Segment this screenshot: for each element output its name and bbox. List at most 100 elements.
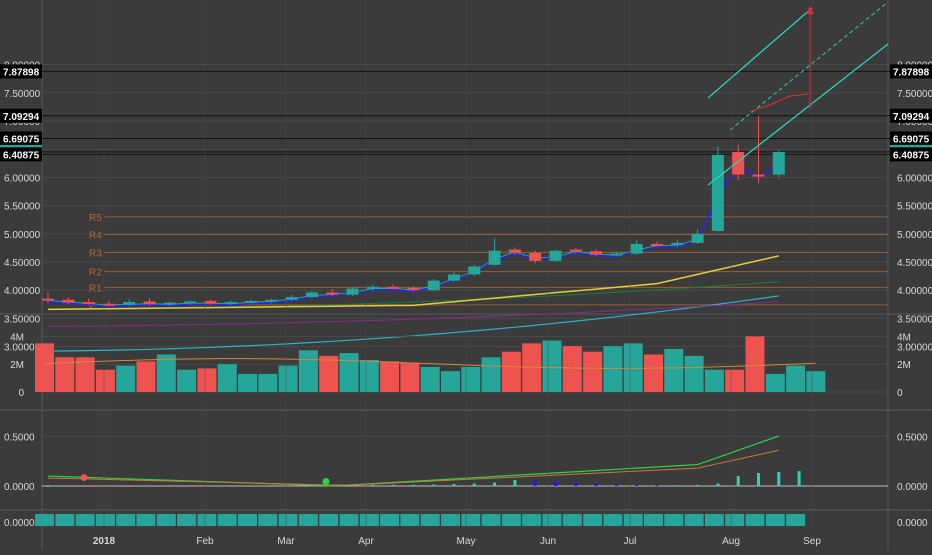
bottom-indicator-bar bbox=[765, 514, 785, 526]
volume-bar bbox=[603, 346, 623, 392]
price-tick-left: 5.00000 bbox=[4, 230, 41, 241]
bottom-indicator-bar bbox=[278, 514, 298, 526]
bottom-indicator-bar bbox=[501, 514, 521, 526]
time-tick: Aug bbox=[722, 536, 740, 547]
volume-bar bbox=[35, 343, 54, 392]
bottom-indicator-bar bbox=[603, 514, 623, 526]
bottom-indicator-bar bbox=[441, 514, 460, 526]
sma-yellow-line bbox=[47, 255, 779, 311]
bottom-indicator-bar bbox=[623, 514, 643, 526]
price-tag-right-label: 6.40875 bbox=[893, 150, 930, 161]
macd-histogram-bar bbox=[432, 484, 436, 486]
price-tick-left: 3.00000 bbox=[4, 343, 41, 354]
macd-histogram-bar bbox=[229, 486, 233, 487]
price-tag-right bbox=[890, 64, 932, 79]
candle-body bbox=[651, 243, 663, 246]
price-tag-left-label: 7.87898 bbox=[3, 67, 40, 78]
candle-body bbox=[590, 251, 603, 255]
price-tag-right bbox=[890, 131, 932, 146]
volume-bar bbox=[644, 354, 663, 392]
price-tag-right-label: 7.09294 bbox=[893, 112, 930, 123]
macd-histogram-bar bbox=[249, 486, 253, 487]
time-tick: 2018 bbox=[93, 536, 116, 547]
macd-tick-left: 0.0000 bbox=[4, 482, 35, 493]
macd-histogram-bar bbox=[594, 483, 598, 486]
volume-bar bbox=[501, 351, 521, 392]
candle-body bbox=[610, 253, 623, 256]
volume-bar bbox=[339, 353, 359, 392]
volume-ma-line bbox=[43, 358, 816, 369]
volume-bar bbox=[725, 369, 745, 392]
volume-bar bbox=[623, 343, 643, 392]
candle-body bbox=[671, 242, 684, 246]
price-tag-left bbox=[0, 147, 42, 162]
volume-tick-right: 2M bbox=[897, 360, 911, 371]
candle-body bbox=[549, 250, 562, 261]
volume-bar bbox=[562, 346, 582, 392]
volume-bar bbox=[75, 357, 95, 392]
macd-tick-right: 0.0000 bbox=[897, 482, 928, 493]
volume-bar bbox=[441, 371, 460, 392]
macd-histogram-bar bbox=[411, 484, 415, 486]
candle-body bbox=[488, 250, 501, 265]
macd-histogram-bar bbox=[371, 484, 375, 486]
price-tick-right: 3.50000 bbox=[897, 314, 932, 325]
candle-body bbox=[711, 154, 724, 231]
macd-histogram-bar bbox=[148, 486, 151, 487]
price-tag-left bbox=[0, 108, 42, 123]
macd-histogram-bar bbox=[716, 483, 720, 486]
bottom-indicator-bar bbox=[136, 514, 156, 526]
volume-bar bbox=[298, 350, 318, 392]
macd-histogram-bar bbox=[554, 481, 557, 486]
bottom-indicator-bar bbox=[664, 514, 684, 526]
candle-body bbox=[508, 249, 521, 253]
candle-body bbox=[630, 243, 643, 254]
candle-body bbox=[245, 300, 257, 303]
volume-bar bbox=[95, 369, 115, 392]
volume-bar bbox=[319, 355, 339, 392]
price-tag-left-label: 7.09294 bbox=[3, 112, 40, 123]
time-tick: Feb bbox=[196, 536, 214, 547]
macd-histogram-bar bbox=[655, 485, 659, 487]
volume-tick-left: 0 bbox=[18, 388, 24, 399]
volume-bar bbox=[664, 348, 684, 392]
candle-body bbox=[569, 249, 582, 252]
macd-histogram-bar bbox=[452, 484, 456, 486]
candle-body bbox=[366, 286, 379, 289]
bottom-tick-right: 0.0000 bbox=[897, 518, 928, 529]
bottom-indicator-bar bbox=[217, 514, 237, 526]
candle-body bbox=[184, 301, 197, 304]
volume-bar bbox=[136, 361, 156, 392]
macd-histogram-bar bbox=[757, 473, 760, 486]
price-tag-left-label: 6.69075 bbox=[3, 134, 40, 145]
volume-bar bbox=[258, 373, 278, 392]
price-tick-left: 3.50000 bbox=[4, 314, 41, 325]
macd-histogram-bar bbox=[188, 486, 192, 487]
price-tick-right: 5.50000 bbox=[897, 202, 932, 213]
candle-body bbox=[326, 292, 339, 295]
price-tick-right: 7.50000 bbox=[897, 89, 932, 100]
bottom-indicator-bar bbox=[298, 514, 318, 526]
macd-histogram-bar bbox=[614, 484, 618, 486]
channel-mid-line bbox=[729, 1, 889, 131]
price-tag-left bbox=[0, 64, 42, 79]
time-tick: Mar bbox=[277, 536, 295, 547]
price-tick-left: 4.00000 bbox=[4, 286, 41, 297]
channel-lower-line bbox=[707, 43, 889, 186]
candle-body bbox=[123, 302, 136, 305]
bottom-indicator-bar bbox=[725, 514, 745, 526]
macd-tick-right: 0.5000 bbox=[897, 432, 928, 443]
candle-body bbox=[143, 301, 156, 305]
price-tag-right-label: 6.69075 bbox=[893, 134, 930, 145]
candle-body bbox=[448, 274, 460, 281]
macd-histogram-bar bbox=[46, 486, 50, 487]
candle-body bbox=[163, 302, 176, 305]
candle-body bbox=[346, 288, 359, 295]
macd-histogram-bar bbox=[168, 486, 172, 487]
volume-bar bbox=[177, 369, 197, 392]
signal-line bbox=[47, 449, 779, 486]
pivot-label: R1 bbox=[89, 283, 102, 294]
candle-body bbox=[772, 152, 785, 175]
bottom-indicator-bar bbox=[116, 514, 136, 526]
